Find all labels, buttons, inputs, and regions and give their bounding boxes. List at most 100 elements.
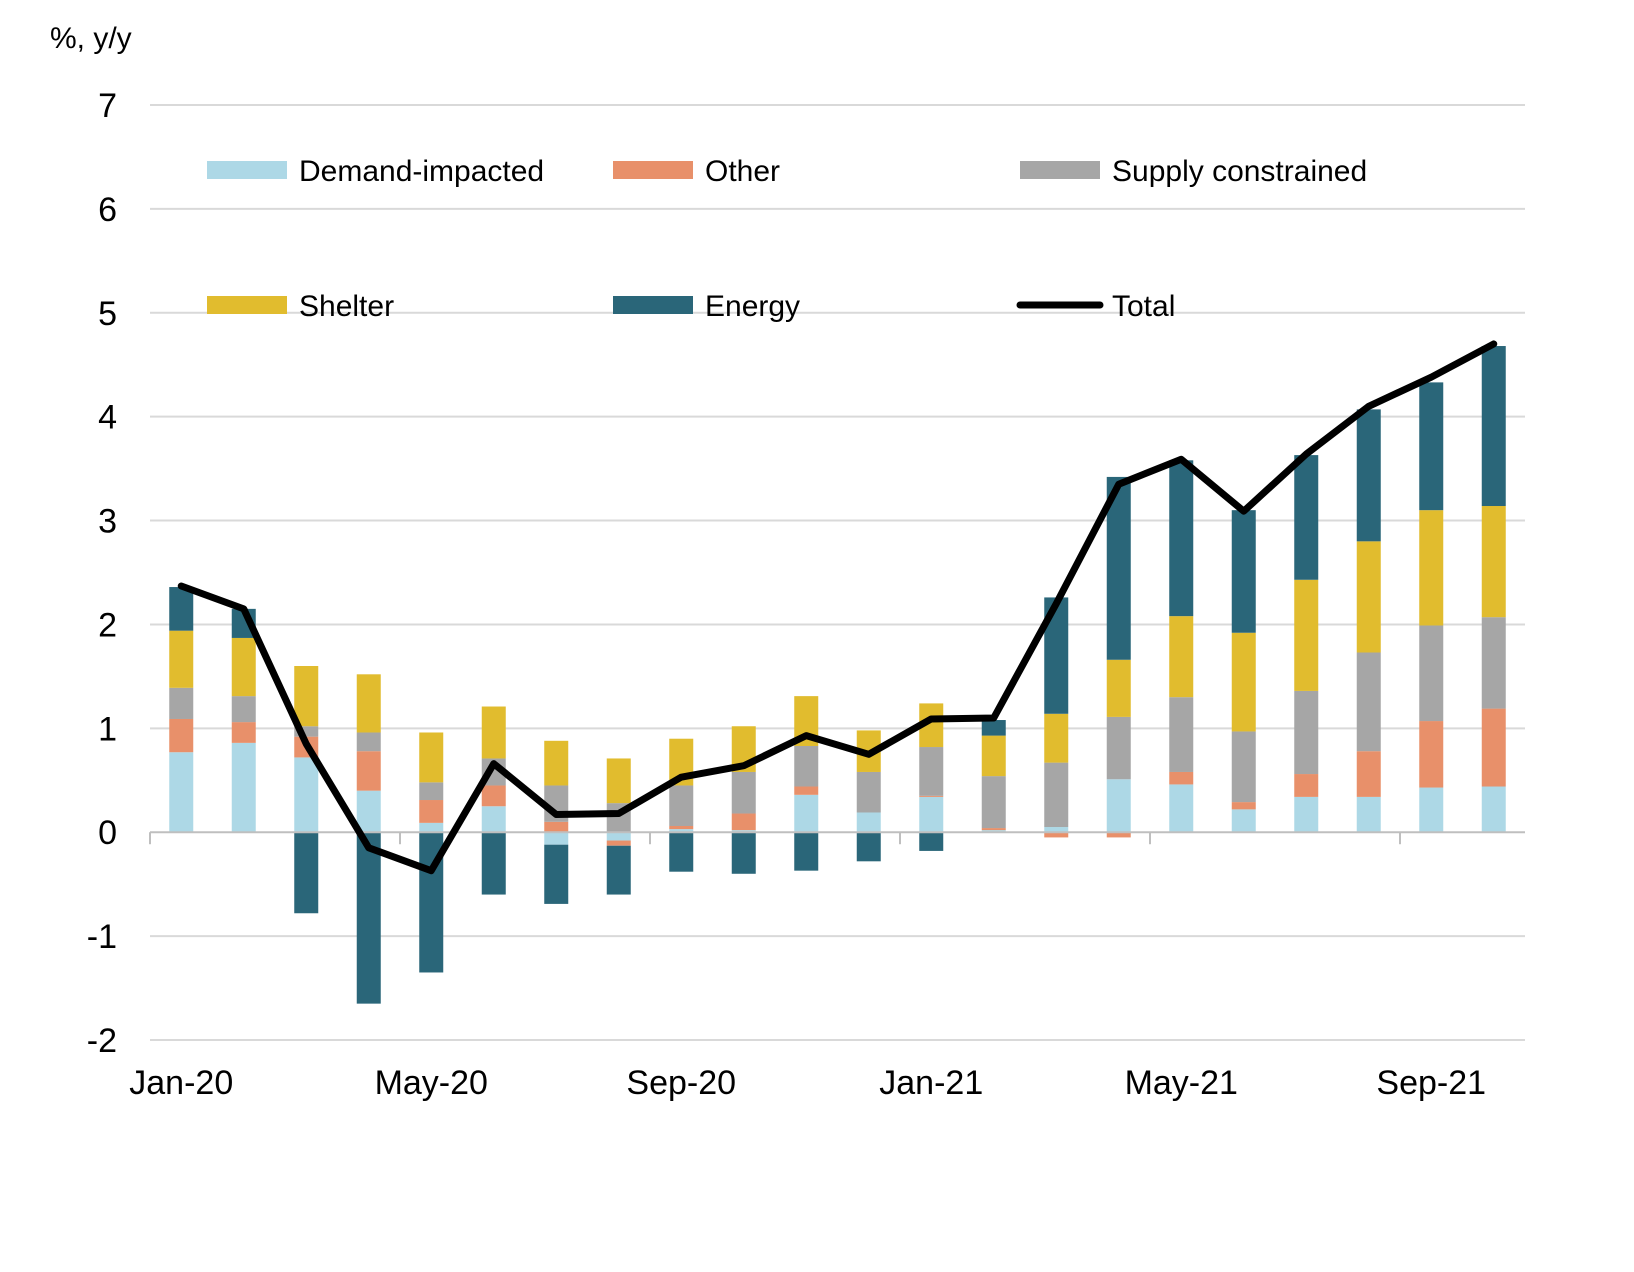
legend-label-supply-constrained: Supply constrained xyxy=(1112,155,1367,188)
total-line-point xyxy=(492,762,496,766)
bar-segment-energy xyxy=(481,832,506,895)
bar-segment-demand-impacted xyxy=(1419,787,1444,833)
bar-segment-other xyxy=(1419,721,1444,788)
bar-segment-supply-constrained xyxy=(919,747,944,796)
bar-segment-other xyxy=(544,821,569,833)
bar-segment-energy xyxy=(794,832,819,871)
bar-segment-energy xyxy=(544,844,569,904)
bar-segment-energy xyxy=(1294,455,1319,580)
bar-segment-shelter xyxy=(1356,541,1381,653)
total-line-layer xyxy=(177,340,1498,875)
y-unit-label: %, y/y xyxy=(50,22,132,55)
total-line-point xyxy=(242,607,246,611)
bar-segment-shelter xyxy=(419,732,444,783)
bar-segment-demand-impacted xyxy=(419,822,444,833)
bar-segment-supply-constrained xyxy=(794,745,819,787)
y-tick-label: 7 xyxy=(98,87,117,125)
bar-segment-demand-impacted xyxy=(356,790,381,833)
bar-segment-energy xyxy=(731,832,756,874)
legend-label-other: Other xyxy=(705,155,780,188)
bar-segment-demand-impacted xyxy=(669,829,694,833)
bar-segment-supply-constrained xyxy=(981,776,1006,829)
bar-segment-other xyxy=(1106,832,1131,838)
x-tick-label: May-20 xyxy=(375,1064,488,1102)
legend: Demand-impacted Other Supply constrained Sh… xyxy=(207,155,1367,323)
x-tick-label: Jan-21 xyxy=(879,1064,983,1102)
y-tick-label: 2 xyxy=(98,606,117,644)
total-line-point xyxy=(1492,342,1496,346)
bar-segment-energy xyxy=(606,845,631,895)
bar-segment-shelter xyxy=(1481,506,1506,618)
bar-segment-shelter xyxy=(294,666,319,727)
bar-segment-other xyxy=(794,786,819,795)
total-line-point xyxy=(617,812,621,816)
bar-segment-other xyxy=(606,840,631,846)
y-tick-label: 6 xyxy=(98,191,117,229)
bar-segment-demand-impacted xyxy=(1169,784,1194,833)
bar-segment-shelter xyxy=(1169,616,1194,698)
bar-segment-shelter xyxy=(1294,579,1319,691)
bar-segment-shelter xyxy=(606,758,631,804)
bar-segment-other xyxy=(731,813,756,831)
bar-segment-demand-impacted xyxy=(1294,796,1319,833)
bar-segment-energy xyxy=(1169,460,1194,617)
legend-label-shelter: Shelter xyxy=(299,290,394,323)
bar-segment-other xyxy=(1294,774,1319,797)
bar-segment-other xyxy=(1481,708,1506,787)
bar-segment-supply-constrained xyxy=(1481,617,1506,709)
bar-segment-supply-constrained xyxy=(356,732,381,752)
bar-segment-energy xyxy=(1106,476,1131,660)
total-line-point xyxy=(429,869,433,873)
bar-segment-energy xyxy=(1231,510,1256,633)
bar-segment-other xyxy=(981,828,1006,831)
bar-segment-demand-impacted xyxy=(294,757,319,833)
bar-segment-supply-constrained xyxy=(1356,652,1381,752)
bar-segment-other xyxy=(669,825,694,830)
bar-segment-other xyxy=(1231,802,1256,810)
y-tick-label: 0 xyxy=(98,814,117,852)
legend-label-total: Total xyxy=(1112,290,1175,323)
bar-segment-supply-constrained xyxy=(1231,731,1256,803)
bar-segment-demand-impacted xyxy=(1356,796,1381,833)
y-tick-label: 3 xyxy=(98,503,117,541)
total-line xyxy=(177,340,1498,875)
x-axis-tick-labels: Jan-20 May-20 Sep-20 Jan-21 May-21 Sep-21 xyxy=(129,1064,1486,1102)
total-line-point xyxy=(554,813,558,817)
total-line-point xyxy=(1304,452,1308,456)
bar-segment-supply-constrained xyxy=(669,785,694,826)
bar-segment-shelter xyxy=(1106,659,1131,717)
bar-segment-energy xyxy=(356,832,381,1004)
gridlines xyxy=(150,104,1525,1041)
total-line-point xyxy=(992,716,996,720)
bar-segment-energy xyxy=(294,832,319,914)
bar-segment-demand-impacted xyxy=(731,830,756,833)
total-line-point xyxy=(304,742,308,746)
total-line-point xyxy=(367,846,371,850)
legend-label-energy: Energy xyxy=(705,290,800,323)
total-line-point xyxy=(804,734,808,738)
bar-segment-supply-constrained xyxy=(1169,697,1194,772)
x-tick-label: Sep-20 xyxy=(626,1064,736,1102)
total-line-point xyxy=(679,775,683,779)
bar-segment-supply-constrained xyxy=(1106,716,1131,780)
bar-segment-other xyxy=(1169,771,1194,785)
bar-segment-shelter xyxy=(1231,632,1256,732)
x-tick-label: Jan-20 xyxy=(129,1064,233,1102)
y-tick-label: 4 xyxy=(98,399,117,437)
bar-segment-energy xyxy=(1356,409,1381,542)
bar-segment-energy xyxy=(1481,346,1506,507)
bar-segment-supply-constrained xyxy=(1044,762,1069,828)
bar-segment-other xyxy=(231,722,256,743)
bar-segment-demand-impacted xyxy=(856,812,881,833)
bar-segment-energy xyxy=(169,587,194,631)
y-tick-label: 5 xyxy=(98,295,117,333)
bar-segment-shelter xyxy=(1044,713,1069,763)
bar-segment-other xyxy=(356,751,381,791)
bar-segment-demand-impacted xyxy=(169,752,194,833)
bar-segment-shelter xyxy=(169,630,194,688)
bar-segment-other xyxy=(481,785,506,807)
bar-segment-other xyxy=(169,718,194,753)
y-tick-label: 1 xyxy=(98,710,117,748)
bar-segment-supply-constrained xyxy=(1294,690,1319,775)
